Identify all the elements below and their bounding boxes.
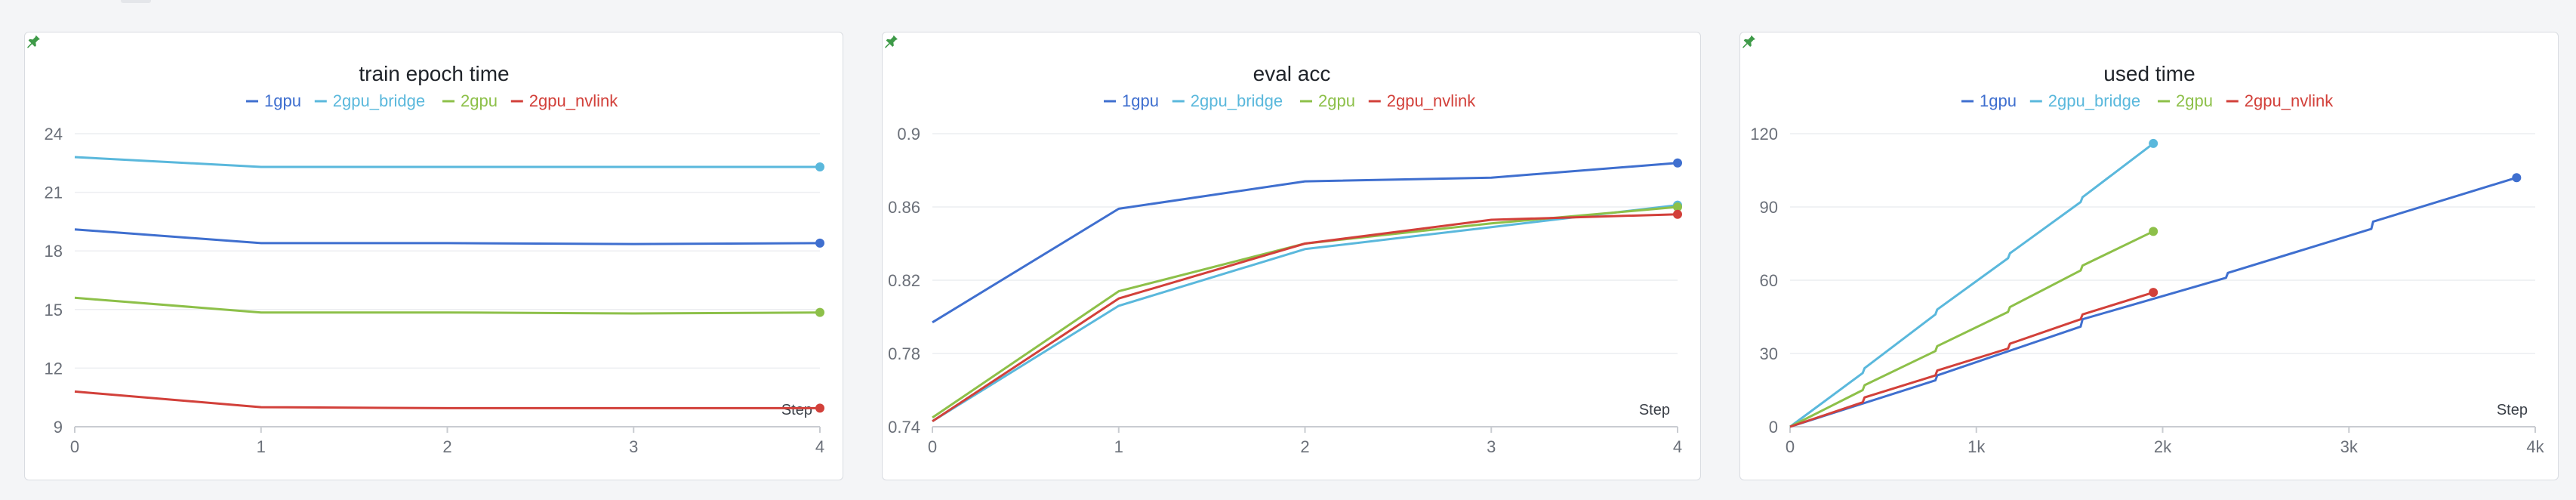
- y-tick-label: 0.78: [888, 344, 920, 363]
- legend-label-1gpu[interactable]: 1gpu: [1122, 91, 1159, 110]
- chart-title: used time: [2103, 62, 2195, 85]
- y-tick-label: 15: [45, 301, 63, 319]
- series-end-point-2gpu-bridge[interactable]: [815, 162, 824, 171]
- y-tick-label: 0.9: [897, 125, 920, 144]
- x-tick-label: 3k: [2340, 437, 2359, 456]
- series-end-point-1gpu[interactable]: [815, 238, 824, 248]
- legend-label-2gpu-nvlink[interactable]: 2gpu_nvlink: [529, 91, 618, 110]
- y-tick-label: 120: [1750, 125, 1778, 144]
- series-end-point-2gpu[interactable]: [1673, 202, 1682, 211]
- y-tick-label: 0: [1769, 418, 1778, 437]
- series-line-1gpu[interactable]: [74, 228, 821, 245]
- y-tick-label: 30: [1760, 344, 1778, 363]
- x-tick-label: 0: [928, 437, 937, 456]
- legend-label-2gpu-bridge[interactable]: 2gpu_bridge: [333, 91, 425, 110]
- y-tick-label: 0.86: [888, 198, 920, 217]
- legend-label-2gpu[interactable]: 2gpu: [2176, 91, 2213, 110]
- x-tick-label: 2k: [2154, 437, 2172, 456]
- x-tick-label: 4k: [2526, 437, 2544, 456]
- chart-panel-eval-acc: eval acc 1gpu 2gpu_bridge 2gpu 2gpu_nvlink 0.…: [882, 32, 1701, 480]
- x-tick-label: 4: [815, 437, 824, 456]
- top-strip: [0, 0, 2576, 6]
- series-end-point-2gpu[interactable]: [815, 307, 824, 317]
- legend-label-2gpu[interactable]: 2gpu: [1318, 91, 1355, 110]
- x-tick-label: 4: [1673, 437, 1682, 456]
- x-tick-label: 0: [70, 437, 79, 456]
- x-tick-label: 1: [257, 437, 266, 456]
- series-end-point-2gpu[interactable]: [2149, 227, 2158, 236]
- legend-label-2gpu-bridge[interactable]: 2gpu_bridge: [1191, 91, 1283, 110]
- y-tick-label: 24: [45, 125, 63, 144]
- chart-svg-used-time: used time 1gpu 2gpu_bridge 2gpu 2gpu_nvlink 0…: [1750, 62, 2544, 456]
- legend-label-2gpu-bridge[interactable]: 2gpu_bridge: [2048, 91, 2140, 110]
- pin-icon[interactable]: [1740, 32, 1757, 49]
- series-line-2gpu[interactable]: [932, 205, 1678, 419]
- series-end-point-2gpu-nvlink[interactable]: [815, 403, 824, 413]
- x-tick-label: 1: [1114, 437, 1123, 456]
- x-tick-label: 2: [442, 437, 451, 456]
- y-tick-label: 9: [54, 418, 63, 437]
- y-tick-label: 0.74: [888, 418, 920, 437]
- series-line-2gpu-bridge[interactable]: [1789, 142, 2155, 428]
- chart-title: eval acc: [1253, 62, 1331, 85]
- x-axis-label: Step: [1639, 402, 1670, 418]
- series-line-2gpu-nvlink[interactable]: [1789, 291, 2154, 428]
- series-end-point-1gpu[interactable]: [1673, 158, 1682, 168]
- chart-legend: 1gpu 2gpu_bridge 2gpu 2gpu_nvlink: [1961, 91, 2334, 110]
- series-line-2gpu-bridge[interactable]: [74, 156, 820, 168]
- pin-icon[interactable]: [883, 32, 899, 49]
- y-tick-label: 12: [45, 359, 63, 378]
- x-tick-label: 2: [1300, 437, 1309, 456]
- legend-label-1gpu[interactable]: 1gpu: [1980, 91, 2017, 110]
- chart-svg-train-epoch-time: train epoch time 1gpu 2gpu_bridge 2gpu 2gpu_…: [45, 62, 825, 456]
- y-tick-label: 21: [45, 184, 63, 202]
- x-tick-label: 3: [1487, 437, 1496, 456]
- x-tick-label: 1k: [1967, 437, 1986, 456]
- y-tick-label: 18: [45, 242, 63, 261]
- chart-legend: 1gpu 2gpu_bridge 2gpu 2gpu_nvlink: [1104, 91, 1476, 110]
- series-end-point-1gpu[interactable]: [2512, 173, 2522, 183]
- series-end-point-2gpu-nvlink[interactable]: [1673, 209, 1682, 219]
- y-tick-label: 60: [1760, 271, 1778, 290]
- y-tick-label: 0.82: [888, 271, 920, 290]
- series-line-2gpu[interactable]: [74, 296, 821, 315]
- x-axis-label: Step: [781, 402, 812, 418]
- series-line-2gpu-nvlink[interactable]: [932, 213, 1678, 422]
- series-line-2gpu-nvlink[interactable]: [74, 390, 820, 409]
- chart-panel-train-epoch-time: train epoch time 1gpu 2gpu_bridge 2gpu 2gpu_…: [24, 32, 843, 480]
- chart-title: train epoch time: [359, 62, 509, 85]
- top-tab[interactable]: [121, 0, 151, 3]
- series-line-2gpu-bridge[interactable]: [932, 204, 1678, 422]
- series-line-1gpu[interactable]: [1789, 176, 2517, 428]
- chart-panel-used-time: used time 1gpu 2gpu_bridge 2gpu 2gpu_nvlink 0…: [1739, 32, 2559, 480]
- y-tick-label: 90: [1760, 198, 1778, 217]
- series-end-point-2gpu-nvlink[interactable]: [2149, 288, 2158, 298]
- legend-label-2gpu-nvlink[interactable]: 2gpu_nvlink: [1387, 91, 1476, 110]
- series-line-1gpu[interactable]: [932, 162, 1678, 324]
- x-tick-label: 0: [1786, 437, 1795, 456]
- x-axis-label: Step: [2497, 402, 2528, 418]
- chart-legend: 1gpu 2gpu_bridge 2gpu 2gpu_nvlink: [246, 91, 618, 110]
- chart-svg-eval-acc: eval acc 1gpu 2gpu_bridge 2gpu 2gpu_nvlink 0.…: [888, 62, 1682, 456]
- pin-icon[interactable]: [25, 32, 42, 49]
- series-line-2gpu[interactable]: [1789, 230, 2154, 428]
- series-end-point-2gpu-bridge[interactable]: [2149, 138, 2158, 148]
- legend-label-1gpu[interactable]: 1gpu: [264, 91, 301, 110]
- legend-label-2gpu-nvlink[interactable]: 2gpu_nvlink: [2245, 91, 2334, 110]
- x-tick-label: 3: [629, 437, 638, 456]
- legend-label-2gpu[interactable]: 2gpu: [461, 91, 498, 110]
